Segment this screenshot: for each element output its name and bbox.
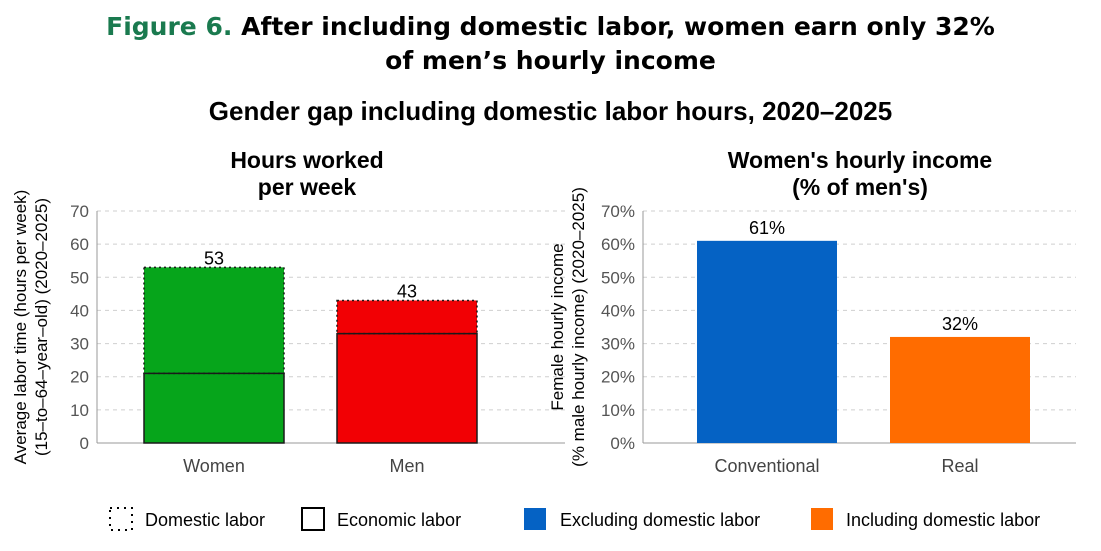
right-chart-title-line1: Women's hourly income: [728, 147, 992, 173]
y-tick-label-right: 20%: [601, 368, 635, 387]
right-y-axis-title: Female hourly income (% male hourly incom…: [548, 187, 588, 467]
y-tick-label-left: 50: [70, 268, 89, 287]
y-tick-label-left: 30: [70, 335, 89, 354]
left-y-axis-title: Average labor time (hours per week) (15–t…: [11, 190, 51, 465]
bar-real: [890, 336, 1030, 443]
right-ylabel-line1: Female hourly income: [548, 243, 567, 410]
y-tick-label-left: 10: [70, 401, 89, 420]
legend-swatch-excluding: [524, 508, 546, 530]
y-tick-label-right: 40%: [601, 301, 635, 320]
x-tick-label-conventional: Conventional: [714, 456, 819, 476]
left-chart-title-line2: per week: [258, 174, 357, 200]
figure-number: Figure 6.: [106, 12, 233, 41]
data-label-men: 43: [397, 281, 417, 301]
legend-swatch-including: [811, 508, 833, 530]
figure-title-line1: After including domestic labor, women ea…: [241, 12, 995, 41]
legend-label-economic: Economic labor: [337, 510, 461, 530]
data-label-women: 53: [204, 248, 224, 268]
figure-subtitle: Gender gap including domestic labor hour…: [208, 96, 893, 126]
y-tick-label-right: 70%: [601, 202, 635, 221]
left-chart-title-line1: Hours worked: [230, 147, 383, 173]
y-tick-label-left: 0: [80, 434, 89, 453]
y-tick-label-right: 60%: [601, 235, 635, 254]
legend-swatch-domestic: [109, 507, 133, 531]
legend-label-domestic: Domestic labor: [145, 510, 265, 530]
left-ylabel-line2: (15–to–64–year–old) (2020–2025): [32, 198, 51, 456]
right-chart-title-line2: (% of men's): [792, 174, 928, 200]
y-tick-label-right: 30%: [601, 335, 635, 354]
x-tick-label-women: Women: [183, 456, 245, 476]
bar-fill-men: [337, 300, 477, 443]
left-ylabel-line1: Average labor time (hours per week): [11, 190, 30, 465]
y-tick-label-right: 0%: [610, 434, 635, 453]
figure-title-line2: of men’s hourly income: [385, 46, 716, 75]
x-tick-label-men: Men: [389, 456, 424, 476]
legend-swatch-economic: [301, 507, 325, 531]
data-label-conventional: 61%: [749, 218, 785, 238]
y-tick-label-left: 20: [70, 368, 89, 387]
bar-fill-women: [144, 267, 284, 443]
x-tick-label-real: Real: [941, 456, 978, 476]
bar-economic-men: [336, 332, 478, 444]
figure-title: Figure 6. After including domestic labor…: [0, 10, 1101, 78]
data-label-real: 32%: [942, 314, 978, 334]
bar-domestic-men: [336, 299, 478, 335]
legend-label-including: Including domestic labor: [846, 510, 1040, 530]
y-tick-label-right: 50%: [601, 268, 635, 287]
y-tick-label-right: 10%: [601, 401, 635, 420]
right-ylabel-line2: (% male hourly income) (2020–2025): [569, 187, 588, 467]
y-tick-label-left: 40: [70, 301, 89, 320]
bar-conventional: [697, 240, 837, 443]
y-tick-label-left: 70: [70, 202, 89, 221]
bar-economic-women: [143, 372, 285, 444]
legend-label-excluding: Excluding domestic labor: [560, 510, 760, 530]
y-tick-label-left: 60: [70, 235, 89, 254]
